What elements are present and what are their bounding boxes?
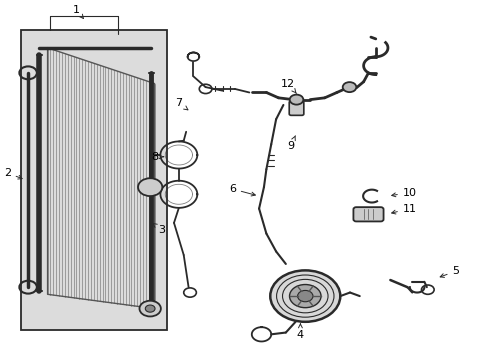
Text: 4: 4 xyxy=(296,324,304,341)
Circle shape xyxy=(342,82,356,92)
Text: 12: 12 xyxy=(281,78,296,94)
FancyBboxPatch shape xyxy=(353,207,383,221)
Text: 10: 10 xyxy=(391,188,416,198)
Text: 9: 9 xyxy=(286,136,295,151)
Circle shape xyxy=(145,305,155,312)
Circle shape xyxy=(289,284,321,308)
Circle shape xyxy=(289,95,303,105)
Circle shape xyxy=(297,291,312,302)
Text: 5: 5 xyxy=(439,266,459,278)
Text: 2: 2 xyxy=(3,168,22,179)
Text: 7: 7 xyxy=(175,98,187,110)
Text: 3: 3 xyxy=(153,224,165,235)
Circle shape xyxy=(138,178,162,196)
Circle shape xyxy=(139,301,161,316)
Text: 1: 1 xyxy=(73,5,83,18)
Text: 8: 8 xyxy=(151,152,163,162)
Circle shape xyxy=(270,270,340,322)
Bar xyxy=(21,30,166,330)
Text: 6: 6 xyxy=(228,184,255,196)
Text: 11: 11 xyxy=(391,203,416,214)
FancyBboxPatch shape xyxy=(288,101,303,115)
